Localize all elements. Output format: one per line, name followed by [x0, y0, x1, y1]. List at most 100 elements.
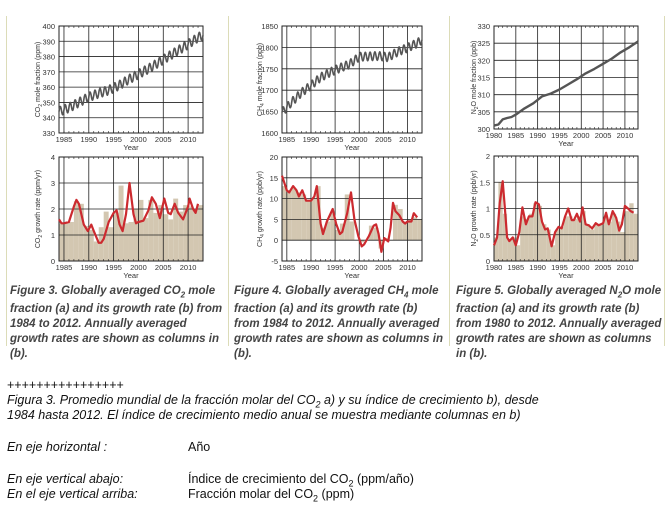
svg-text:1990: 1990 — [80, 135, 97, 144]
svg-text:0: 0 — [51, 257, 55, 266]
svg-text:1995: 1995 — [327, 135, 344, 144]
svg-text:1990: 1990 — [303, 263, 320, 272]
svg-text:Year: Year — [344, 271, 360, 280]
svg-text:1985: 1985 — [507, 263, 524, 272]
svg-text:0.5: 0.5 — [480, 231, 490, 240]
svg-text:2010: 2010 — [617, 263, 634, 272]
axis-note-horizontal: En eje horizontal : Año — [7, 440, 211, 454]
svg-text:1750: 1750 — [261, 65, 278, 74]
svg-text:305: 305 — [477, 108, 490, 117]
chart-3: 1985 1990 1995 2000 2005 2010 -5 0 5 10 15 20 Year CH… — [257, 153, 423, 280]
svg-text:2005: 2005 — [155, 263, 172, 272]
svg-text:1990: 1990 — [80, 263, 97, 272]
svg-text:2: 2 — [51, 205, 55, 214]
svg-text:1985: 1985 — [56, 263, 73, 272]
svg-text:2005: 2005 — [375, 135, 392, 144]
svg-text:Year: Year — [123, 271, 139, 280]
svg-text:1995: 1995 — [551, 263, 568, 272]
svg-text:3: 3 — [51, 179, 55, 188]
svg-text:2000: 2000 — [351, 263, 368, 272]
svg-text:Year: Year — [558, 139, 574, 148]
svg-text:390: 390 — [42, 37, 55, 46]
svg-text:350: 350 — [42, 98, 55, 107]
svg-text:320: 320 — [477, 56, 490, 65]
svg-text:380: 380 — [42, 53, 55, 62]
growth-rate-line — [280, 175, 419, 253]
svg-text:315: 315 — [477, 74, 490, 83]
svg-text:1995: 1995 — [105, 135, 122, 144]
chart-4: 1980 1985 1990 1995 2000 2005 2010 300 305 310 315… — [471, 22, 639, 148]
svg-text:1650: 1650 — [261, 108, 278, 117]
svg-text:2010: 2010 — [399, 135, 416, 144]
svg-text:2000: 2000 — [351, 135, 368, 144]
svg-text:1800: 1800 — [261, 43, 278, 52]
svg-text:300: 300 — [477, 125, 490, 134]
svg-text:0: 0 — [274, 236, 278, 245]
svg-text:2005: 2005 — [595, 131, 612, 140]
svg-text:5: 5 — [274, 215, 278, 224]
svg-text:Year: Year — [344, 143, 360, 152]
svg-text:1985: 1985 — [278, 135, 295, 144]
panel-divider — [228, 16, 229, 346]
svg-text:340: 340 — [42, 114, 55, 123]
svg-text:1985: 1985 — [278, 263, 295, 272]
svg-text:1600: 1600 — [261, 129, 278, 138]
svg-text:CO2 mole fraction (ppm): CO2 mole fraction (ppm) — [35, 42, 44, 118]
growth-rate-line — [492, 180, 635, 248]
svg-text:-5: -5 — [271, 257, 278, 266]
svg-text:1980: 1980 — [486, 131, 503, 140]
svg-text:1995: 1995 — [551, 131, 568, 140]
svg-text:N2O mole fraction (ppb): N2O mole fraction (ppb) — [471, 41, 480, 115]
chart-5: 1980 1985 1990 1995 2000 2005 2010 0 0.5 1 1.5 2 Yea… — [471, 152, 639, 280]
mole-fraction-line — [493, 40, 639, 127]
svg-text:330: 330 — [477, 22, 490, 31]
mole-fraction-line — [58, 31, 204, 116]
svg-text:10: 10 — [270, 195, 278, 204]
svg-text:1985: 1985 — [507, 131, 524, 140]
svg-text:1990: 1990 — [303, 135, 320, 144]
svg-text:1990: 1990 — [529, 263, 546, 272]
panel-divider — [449, 16, 450, 346]
chart-2: 1985 1990 1995 2000 2005 2010 1600 1650 1700 1750… — [257, 22, 423, 152]
svg-text:4: 4 — [51, 153, 55, 162]
svg-text:2000: 2000 — [573, 263, 590, 272]
axis-note-vertical-bottom: En eje vertical abajo: Índice de crecimi… — [7, 472, 414, 489]
spanish-caption-line-1: Figura 3. Promedio mundial de la fracció… — [7, 393, 539, 410]
growth-rate-line — [58, 181, 200, 244]
svg-text:Year: Year — [123, 143, 139, 152]
svg-text:2000: 2000 — [130, 135, 147, 144]
svg-text:325: 325 — [477, 39, 490, 48]
svg-text:2000: 2000 — [573, 131, 590, 140]
svg-text:1995: 1995 — [327, 263, 344, 272]
svg-text:2: 2 — [486, 152, 490, 161]
svg-text:2005: 2005 — [375, 263, 392, 272]
svg-text:1990: 1990 — [529, 131, 546, 140]
svg-text:2010: 2010 — [180, 135, 197, 144]
svg-text:15: 15 — [270, 174, 278, 183]
svg-text:1995: 1995 — [105, 263, 122, 272]
svg-text:1980: 1980 — [486, 263, 503, 272]
svg-text:1700: 1700 — [261, 86, 278, 95]
svg-text:2005: 2005 — [155, 135, 172, 144]
figure-3-caption: Figure 3. Globally averaged CO2 mole fra… — [10, 285, 223, 361]
panel-divider — [6, 16, 7, 346]
svg-text:0: 0 — [486, 257, 490, 266]
svg-text:1850: 1850 — [261, 22, 278, 31]
svg-text:CH4 mole fraction (ppb): CH4 mole fraction (ppb) — [257, 43, 266, 116]
svg-text:400: 400 — [42, 22, 55, 31]
figure-4-caption: Figure 4. Globally averaged CH4 mole fra… — [234, 285, 443, 361]
svg-text:360: 360 — [42, 83, 55, 92]
chart-1: 1985 1990 1995 2000 2005 2010 0 1 2 3 4 Year CO2 gro… — [35, 153, 204, 280]
separator-line: ++++++++++++++++ — [7, 378, 124, 392]
svg-text:Year: Year — [558, 271, 574, 280]
svg-text:330: 330 — [42, 129, 55, 138]
svg-text:2010: 2010 — [617, 131, 634, 140]
svg-text:1: 1 — [486, 205, 490, 214]
svg-text:20: 20 — [270, 153, 278, 162]
panel-divider — [664, 16, 665, 346]
figure-charts: 1985 1990 1995 2000 2005 20103303403503603703… — [35, 22, 639, 280]
chart-0: 1985 1990 1995 2000 2005 2010 330 340 350 360 370 3… — [35, 22, 204, 152]
svg-text:370: 370 — [42, 68, 55, 77]
svg-text:N2O growth rate (ppb/yr): N2O growth rate (ppb/yr) — [471, 170, 480, 246]
svg-text:2005: 2005 — [595, 263, 612, 272]
